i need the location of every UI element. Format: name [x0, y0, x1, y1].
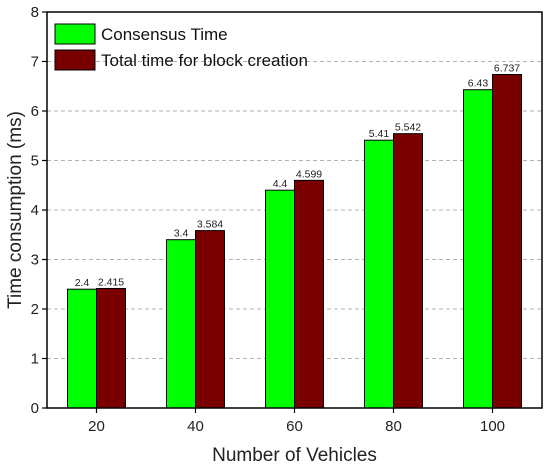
legend-label-consensus-time: Consensus Time	[101, 25, 228, 44]
bar	[166, 239, 196, 409]
bar	[195, 230, 225, 409]
bar	[463, 89, 493, 409]
y-tick-label: 4	[31, 202, 39, 219]
data-labels: 2.4 2.415 3.4 3.584 4.4 4.599 5.41 5.542 6.43 6.7…	[75, 63, 521, 290]
x-tick-label: 60	[286, 418, 303, 435]
y-tick-label: 8	[31, 4, 39, 21]
bar-value-label: 3.4	[174, 228, 189, 240]
y-tick-label: 3	[31, 252, 39, 269]
y-tick-label: 1	[31, 351, 39, 368]
bar	[96, 287, 126, 409]
bar-value-label: 4.4	[273, 178, 288, 190]
legend-swatch-total-time	[54, 49, 96, 71]
y-tick-label: 2	[31, 301, 39, 318]
bar-value-label: 5.542	[395, 122, 421, 134]
x-tick-label: 80	[385, 418, 402, 435]
bar	[67, 288, 97, 409]
y-tick-label: 6	[31, 103, 39, 120]
y-tick-label: 0	[31, 400, 39, 417]
y-tick-label: 5	[31, 153, 39, 170]
bar	[265, 189, 295, 409]
y-axis-title: Time consumption (ms)	[5, 111, 26, 309]
x-axis-title: Number of Vehicles	[212, 445, 377, 466]
bar	[364, 139, 394, 409]
legend-label-total-time: Total time for block creation	[101, 51, 308, 70]
bar-value-label: 5.41	[369, 128, 390, 140]
x-axis-ticks: 20 40 60 80 100	[88, 408, 505, 435]
y-tick-label: 7	[31, 54, 39, 71]
x-tick-label: 100	[480, 418, 505, 435]
bars	[67, 74, 522, 409]
bar-value-label: 2.415	[98, 276, 124, 288]
bar-value-label: 4.599	[296, 168, 322, 180]
y-axis-ticks: 0 1 2 3 4 5 6 7 8	[31, 4, 47, 417]
legend: Consensus Time Total time for block crea…	[54, 23, 308, 71]
bar	[294, 179, 324, 409]
x-tick-label: 20	[88, 418, 105, 435]
bar-value-label: 6.43	[468, 78, 489, 90]
bar-value-label: 2.4	[75, 277, 90, 289]
bar-value-label: 6.737	[494, 63, 520, 75]
x-tick-label: 40	[187, 418, 204, 435]
bar-value-label: 3.584	[197, 219, 223, 231]
legend-swatch-consensus-time	[54, 23, 96, 45]
bar	[492, 74, 522, 409]
bar	[393, 133, 423, 409]
